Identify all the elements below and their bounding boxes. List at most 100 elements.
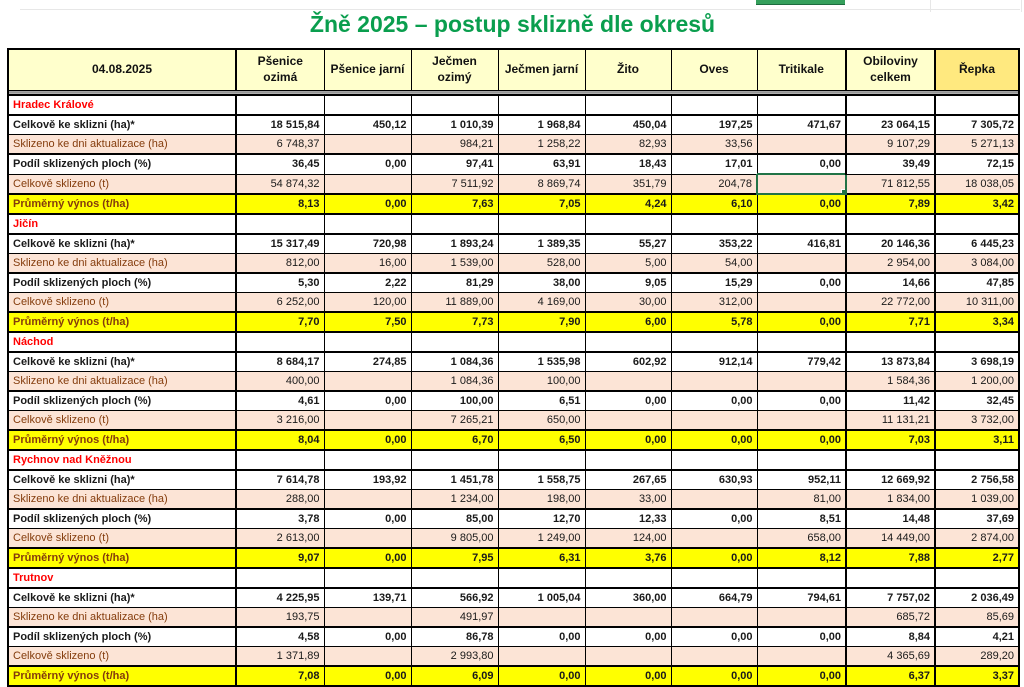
cell-empty[interactable] [410,331,499,353]
cell-harvested_ha[interactable]: 812,00 [235,253,325,274]
cell-harvested_ha[interactable] [670,489,758,510]
cell-total_ha[interactable]: 1 968,84 [497,114,586,135]
cell-share_pct[interactable]: 14,48 [845,508,936,529]
row-label-harvested_t[interactable]: Celkově sklizeno (t) [7,528,237,549]
cell-total_ha[interactable]: 794,61 [756,587,847,608]
cell-share_pct[interactable]: 4,21 [934,626,1020,647]
cell-yield_tha[interactable]: 7,08 [235,665,325,687]
cell-total_ha[interactable]: 912,14 [670,351,758,372]
cell-empty[interactable] [235,213,325,235]
cell-share_pct[interactable]: 0,00 [584,626,672,647]
cell-harvested_ha[interactable]: 984,21 [410,134,499,155]
cell-harvested_t[interactable]: 14 449,00 [845,528,936,549]
cell-harvested_ha[interactable]: 2 954,00 [845,253,936,274]
cell-total_ha[interactable]: 4 225,95 [235,587,325,608]
cell-total_ha[interactable]: 1 005,04 [497,587,586,608]
cell-harvested_t[interactable]: 650,00 [497,410,586,431]
cell-share_pct[interactable]: 32,45 [934,390,1020,411]
cell-total_ha[interactable]: 1 893,24 [410,233,499,254]
cell-total_ha[interactable]: 952,11 [756,469,847,490]
cell-harvested_t[interactable]: 124,00 [584,528,672,549]
cell-total_ha[interactable]: 3 698,19 [934,351,1020,372]
cell-yield_tha[interactable]: 6,00 [584,311,672,333]
cell-harvested_t[interactable] [670,410,758,431]
cell-total_ha[interactable]: 267,65 [584,469,672,490]
cell-empty[interactable] [845,94,936,116]
cell-share_pct[interactable]: 6,51 [497,390,586,411]
cell-harvested_ha[interactable]: 528,00 [497,253,586,274]
cell-harvested_ha[interactable]: 85,69 [934,607,1020,628]
cell-empty[interactable] [934,213,1020,235]
cell-harvested_t[interactable]: 2 993,80 [410,646,499,667]
cell-total_ha[interactable]: 8 684,17 [235,351,325,372]
cell-harvested_ha[interactable]: 1 258,22 [497,134,586,155]
cell-harvested_ha[interactable] [670,607,758,628]
cell-harvested_t[interactable]: 71 812,55 [845,173,936,195]
row-label-yield_tha[interactable]: Průměrný výnos (t/ha) [7,665,237,687]
row-label-share_pct[interactable]: Podíl sklizených ploch (%) [7,390,237,411]
cell-total_ha[interactable]: 630,93 [670,469,758,490]
row-label-harvested_ha[interactable]: Sklizeno ke dni aktualizace (ha) [7,134,237,155]
cell-empty[interactable] [497,567,586,589]
cell-empty[interactable] [235,567,325,589]
row-label-share_pct[interactable]: Podíl sklizených ploch (%) [7,508,237,529]
cell-yield_tha[interactable]: 6,37 [845,665,936,687]
row-label-harvested_t[interactable]: Celkově sklizeno (t) [7,410,237,431]
cell-harvested_ha[interactable] [584,607,672,628]
row-label-yield_tha[interactable]: Průměrný výnos (t/ha) [7,547,237,569]
cell-empty[interactable] [756,94,847,116]
cell-yield_tha[interactable]: 7,70 [235,311,325,333]
cell-harvested_ha[interactable]: 81,00 [756,489,847,510]
row-label-total_ha[interactable]: Celkově ke sklizni (ha)* [7,233,237,254]
cell-harvested_ha[interactable] [323,134,412,155]
cell-yield_tha[interactable]: 7,73 [410,311,499,333]
cell-total_ha[interactable]: 23 064,15 [845,114,936,135]
cell-share_pct[interactable]: 14,66 [845,272,936,293]
cell-harvested_t[interactable] [756,646,847,667]
row-label-harvested_t[interactable]: Celkově sklizeno (t) [7,173,237,195]
column-header-1[interactable]: Pšenice jarní [323,48,412,91]
cell-harvested_ha[interactable]: 6 748,37 [235,134,325,155]
cell-total_ha[interactable]: 18 515,84 [235,114,325,135]
cell-harvested_ha[interactable] [323,607,412,628]
cell-total_ha[interactable]: 566,92 [410,587,499,608]
row-label-share_pct[interactable]: Podíl sklizených ploch (%) [7,626,237,647]
cell-harvested_t[interactable]: 2 613,00 [235,528,325,549]
cell-share_pct[interactable]: 0,00 [756,272,847,293]
cell-empty[interactable] [410,94,499,116]
district-name[interactable]: Hradec Králové [7,94,237,116]
cell-yield_tha[interactable]: 6,50 [497,429,586,451]
column-header-6[interactable]: Tritikale [756,48,847,91]
cell-yield_tha[interactable]: 0,00 [323,193,412,215]
cell-total_ha[interactable]: 15 317,49 [235,233,325,254]
cell-harvested_t[interactable] [584,646,672,667]
cell-yield_tha[interactable]: 0,00 [584,665,672,687]
cell-harvested_ha[interactable]: 1 834,00 [845,489,936,510]
cell-yield_tha[interactable]: 0,00 [756,311,847,333]
cell-share_pct[interactable]: 8,84 [845,626,936,647]
cell-yield_tha[interactable]: 7,89 [845,193,936,215]
cell-total_ha[interactable]: 139,71 [323,587,412,608]
cell-empty[interactable] [323,449,412,471]
cell-total_ha[interactable]: 7 757,02 [845,587,936,608]
cell-empty[interactable] [497,213,586,235]
cell-yield_tha[interactable]: 0,00 [670,429,758,451]
cell-yield_tha[interactable]: 8,13 [235,193,325,215]
cell-harvested_ha[interactable]: 491,97 [410,607,499,628]
column-header-5[interactable]: Oves [670,48,758,91]
cell-harvested_t[interactable]: 18 038,05 [934,173,1020,195]
cell-yield_tha[interactable]: 6,10 [670,193,758,215]
cell-share_pct[interactable]: 9,05 [584,272,672,293]
cell-harvested_t[interactable] [323,528,412,549]
cell-share_pct[interactable]: 0,00 [670,508,758,529]
cell-yield_tha[interactable]: 6,70 [410,429,499,451]
cell-total_ha[interactable]: 471,67 [756,114,847,135]
cell-empty[interactable] [323,567,412,589]
cell-empty[interactable] [410,567,499,589]
cell-harvested_ha[interactable]: 1 039,00 [934,489,1020,510]
cell-harvested_t[interactable] [323,173,412,195]
cell-harvested_ha[interactable]: 33,00 [584,489,672,510]
cell-harvested_t[interactable]: 7 511,92 [410,173,499,195]
cell-share_pct[interactable]: 17,01 [670,153,758,175]
column-header-3[interactable]: Ječmen jarní [497,48,586,91]
